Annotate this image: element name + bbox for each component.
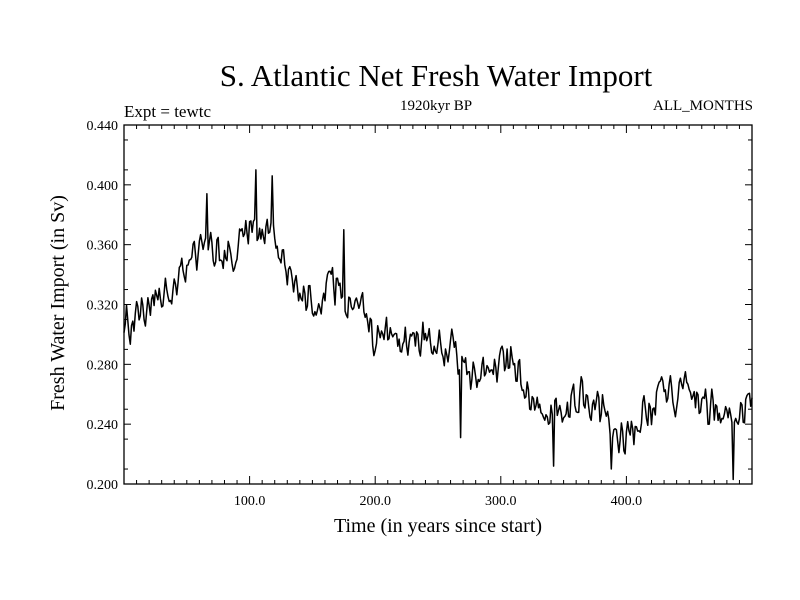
series-line-fresh-water-import: [123, 169, 753, 481]
x-tick-label: 200.0: [359, 494, 391, 509]
y-tick-label: 0.200: [87, 478, 119, 493]
x-tick-label: 300.0: [485, 494, 517, 509]
months-label: ALL_MONTHS: [653, 98, 753, 114]
y-axis-label: Fresh Water Import (in Sv): [47, 195, 69, 411]
chart-title: S. Atlantic Net Fresh Water Import: [220, 58, 653, 93]
y-tick-label: 0.320: [87, 299, 119, 314]
x-axis-label: Time (in years since start): [334, 515, 542, 537]
y-axis: 0.200 0.240 0.280 0.320 0.360 0.400 0.440: [87, 119, 752, 493]
plot-area: 0.200 0.240 0.280 0.320 0.360 0.400 0.440 100.…: [87, 119, 753, 509]
x-tick-label: 100.0: [234, 494, 266, 509]
y-tick-label: 0.360: [87, 239, 119, 254]
y-tick-label: 0.280: [87, 358, 119, 373]
x-axis: 100.0 200.0 300.0 400.0: [136, 125, 740, 509]
y-tick-label: 0.400: [87, 179, 119, 194]
y-tick-label: 0.240: [87, 418, 119, 433]
experiment-label: Expt = tewtc: [124, 102, 211, 121]
y-tick-label: 0.440: [87, 119, 119, 134]
x-tick-label: 400.0: [611, 494, 643, 509]
chart-subtitle: 1920kyr BP: [400, 98, 472, 114]
